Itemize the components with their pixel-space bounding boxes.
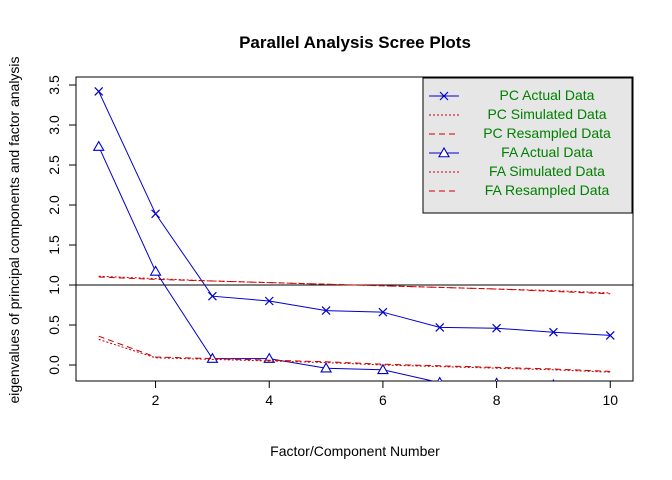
x-tick-label: 10 [602,392,618,408]
data-point [320,362,333,373]
data-point [321,306,331,316]
data-point [549,327,558,337]
data-point [206,352,219,363]
y-axis-label: eigenvalues of principal components and … [6,56,22,403]
y-tick-label: 2.5 [46,155,62,175]
y-tick-label: 0.0 [46,355,62,375]
series-group [92,86,615,381]
series-line-6 [98,335,611,372]
data-point [151,209,160,219]
legend-entry-label: FA Resampled Data [485,182,610,198]
legend-box [422,77,633,214]
series-line-4 [98,146,435,381]
y-tick-label: 3.0 [46,115,62,135]
data-point [207,291,217,301]
y-tick-label: 1.0 [46,275,62,295]
data-point [94,86,104,96]
data-point [149,265,162,276]
data-point [492,323,502,333]
y-tick-label: 1.5 [46,235,62,255]
data-point [92,140,105,151]
series-line-1 [98,91,611,336]
data-point [437,376,443,381]
plot-area: 2 4 6 8 10 0.0 0.5 1.0 1.5 2.0 2.5 3.0 3.5 [46,75,634,408]
series-line-3 [98,276,611,295]
data-point [605,330,615,340]
chart-title: Parallel Analysis Scree Plots [239,33,471,52]
legend-marker [438,146,450,158]
y-tick-label: 0.5 [46,315,62,335]
data-point [264,296,274,306]
legend-entry-label: FA Actual Data [501,144,593,160]
legend-entry-label: PC Simulated Data [487,106,606,122]
legend-entry-label: PC Resampled Data [483,125,611,141]
x-axis-label: Factor/Component Number [270,443,440,459]
data-point [378,307,388,317]
x-tick-label: 2 [152,392,160,408]
x-tick-label: 8 [493,392,501,408]
y-tick-label: 2.0 [46,195,62,215]
plot-frame [75,76,634,382]
legend-entry-label: PC Actual Data [500,87,595,103]
legend-marker [439,91,449,101]
x-tick-label: 4 [265,392,273,408]
x-tick-label: 6 [379,392,387,408]
y-tick-label: 3.5 [46,75,62,95]
data-point [494,377,499,381]
data-point [376,363,389,375]
legend-entry-label: FA Simulated Data [489,163,605,179]
data-point [435,322,445,332]
series-line-5 [98,338,611,373]
legend: PC Actual Data PC Simulated Data PC Resamp… [422,77,633,214]
data-point [552,378,555,381]
